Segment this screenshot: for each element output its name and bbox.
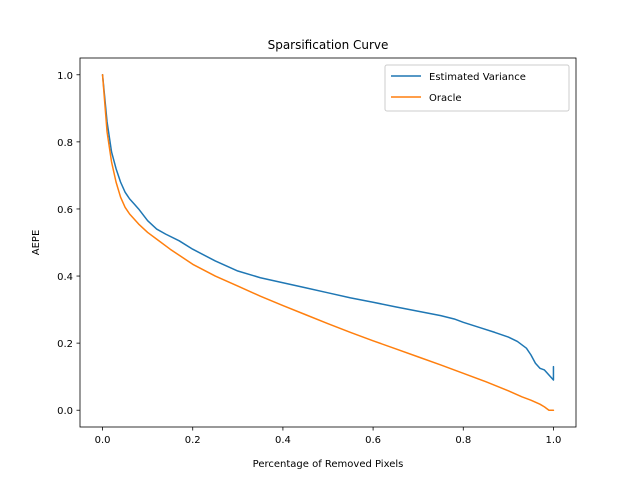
y-tick-label: 0.8: [57, 138, 73, 149]
y-tick-label: 0.6: [57, 205, 73, 216]
x-tick-label: 0.0: [95, 435, 111, 446]
y-tick-label: 0.0: [57, 406, 73, 417]
y-tick-label: 1.0: [57, 71, 73, 82]
x-axis: 0.0 0.2 0.4 0.6 0.8 1.0: [95, 427, 562, 446]
y-axis: 0.0 0.2 0.4 0.6 0.8 1.0: [57, 71, 80, 417]
series-line-estimated-variance: [101, 74, 555, 381]
legend: Estimated Variance Oracle: [384, 64, 570, 112]
plot-lines: [101, 74, 555, 411]
x-tick-label: 0.4: [275, 435, 291, 446]
legend-label-oracle: Oracle: [429, 93, 462, 104]
chart-title: Sparsification Curve: [268, 38, 389, 52]
x-axis-label: Percentage of Removed Pixels: [253, 459, 404, 470]
legend-box: [384, 64, 570, 112]
y-tick-label: 0.2: [57, 339, 73, 350]
y-axis-label: AEPE: [31, 230, 42, 256]
x-tick-label: 0.2: [185, 435, 201, 446]
plot-frame: [79, 57, 577, 428]
x-tick-label: 0.8: [455, 435, 471, 446]
legend-label-estimated-variance: Estimated Variance: [429, 72, 526, 83]
x-tick-label: 1.0: [546, 435, 562, 446]
y-tick-label: 0.4: [57, 272, 73, 283]
series-line-oracle: [101, 74, 555, 411]
x-tick-label: 0.6: [365, 435, 381, 446]
